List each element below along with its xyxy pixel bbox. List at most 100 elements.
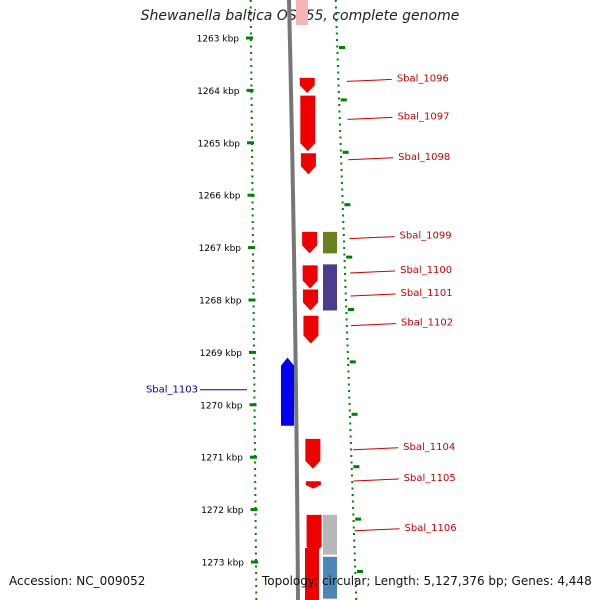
ruler-tick — [248, 246, 255, 250]
track-left-dot — [250, 78, 253, 80]
gene-label-leader — [353, 447, 399, 451]
track-right-dot — [337, 91, 340, 93]
track-right-dot — [355, 591, 358, 594]
ruler-tick-label: 1269 kbp — [200, 349, 243, 359]
track-left-dot — [251, 175, 254, 178]
track-left-dot — [250, 110, 253, 113]
track-right-dot — [343, 260, 346, 262]
ruler-tick — [247, 193, 255, 197]
gene-label: Sbal_1100 — [400, 265, 452, 276]
track-right-dot — [353, 546, 356, 548]
ruler-tick — [250, 508, 258, 512]
gene-arrow — [302, 265, 318, 289]
track-right-dot — [346, 344, 349, 347]
length-label: Length: — [374, 574, 420, 588]
track-right-dot — [347, 377, 350, 379]
track-right-dot — [353, 552, 356, 555]
track-right-dot — [342, 227, 345, 230]
gene-arrow-partial — [305, 548, 319, 600]
track-right-dot — [350, 474, 353, 477]
track-left-dot — [253, 357, 256, 360]
track-right-dot — [346, 357, 349, 360]
track-right-dot — [336, 45, 339, 48]
track-left-dot — [252, 292, 255, 295]
track-right-dot — [345, 325, 348, 327]
track-left-dot — [253, 370, 256, 373]
track-left-dot — [254, 500, 257, 503]
track-right-dot — [338, 104, 341, 106]
track-right-dot — [342, 240, 345, 243]
track-left-dot — [252, 273, 255, 275]
track-left-dot — [251, 156, 254, 158]
dna-backbone-line — [287, 0, 300, 600]
track-left-dot — [254, 507, 257, 509]
track-left-dot — [250, 117, 253, 119]
track-left-dot — [253, 409, 256, 412]
ruler-tick-label: 1272 kbp — [201, 506, 244, 516]
gene-arrow — [303, 315, 319, 344]
track-left-dot — [249, 19, 252, 22]
gene-label-leader — [350, 323, 397, 327]
track-right-dot — [337, 84, 340, 87]
track-left-dot — [255, 591, 258, 594]
ruler-tick-right — [340, 98, 347, 102]
gene-label: Sbal_1104 — [403, 442, 455, 453]
track-right-dot — [352, 507, 355, 509]
ruler-tick-right — [351, 412, 358, 416]
track-left-dot — [252, 331, 255, 334]
track-right-dot — [345, 312, 348, 314]
track-left-dot — [252, 260, 255, 262]
gene-label-leader — [354, 528, 400, 532]
track-right-dot — [349, 442, 352, 444]
track-left-dot — [253, 448, 256, 451]
track-right-dot — [349, 435, 352, 438]
track-right-dot — [346, 338, 349, 340]
track-right-dot — [352, 526, 355, 529]
track-right-dot — [350, 461, 353, 464]
track-left-dot — [250, 45, 253, 48]
track-right-dot — [335, 26, 338, 28]
track-left-dot — [252, 344, 255, 347]
track-left-dot — [250, 71, 253, 74]
track-left-dot — [251, 240, 254, 243]
gene-arrow — [305, 481, 321, 489]
track-left-dot — [253, 390, 256, 392]
track-left-dot — [252, 253, 255, 256]
track-right-dot — [334, 0, 337, 2]
track-left-dot — [254, 539, 257, 542]
track-left-dot — [250, 91, 253, 93]
gene-label: Sbal_1106 — [405, 523, 457, 534]
gene-label-leader — [350, 293, 396, 297]
track-left-dot — [250, 65, 253, 67]
track-right-dot — [340, 182, 343, 184]
gene-label-leader — [353, 478, 399, 482]
track-left-dot — [253, 442, 256, 444]
track-left-dot — [249, 13, 252, 15]
track-right-dot — [344, 292, 347, 295]
ruler-tick-label: 1271 kbp — [201, 454, 244, 464]
track-right-dot — [341, 208, 344, 210]
track-left-dot — [250, 130, 253, 132]
track-right-dot — [349, 422, 352, 425]
track-right-dot — [354, 585, 357, 587]
track-right-dot — [341, 201, 344, 204]
track-right-dot — [336, 65, 339, 67]
gene-label: Sbal_1099 — [400, 231, 452, 242]
track-left-dot — [254, 468, 257, 470]
track-right-dot — [353, 539, 356, 542]
track-right-dot — [335, 32, 338, 35]
track-right-dot — [342, 214, 345, 217]
track-right-dot — [350, 448, 353, 451]
track-right-dot — [348, 396, 351, 399]
ruler-tick-right — [357, 570, 363, 573]
track-right-dot — [344, 299, 347, 301]
feature-block — [323, 556, 337, 599]
track-left-dot — [250, 52, 253, 54]
track-left-dot — [251, 188, 254, 191]
track-right-dot — [339, 143, 342, 145]
track-right-dot — [347, 383, 350, 386]
gene-label-leader — [350, 270, 396, 274]
track-right-dot — [345, 318, 348, 321]
track-left-dot — [254, 487, 257, 490]
track-left-dot — [254, 461, 257, 464]
